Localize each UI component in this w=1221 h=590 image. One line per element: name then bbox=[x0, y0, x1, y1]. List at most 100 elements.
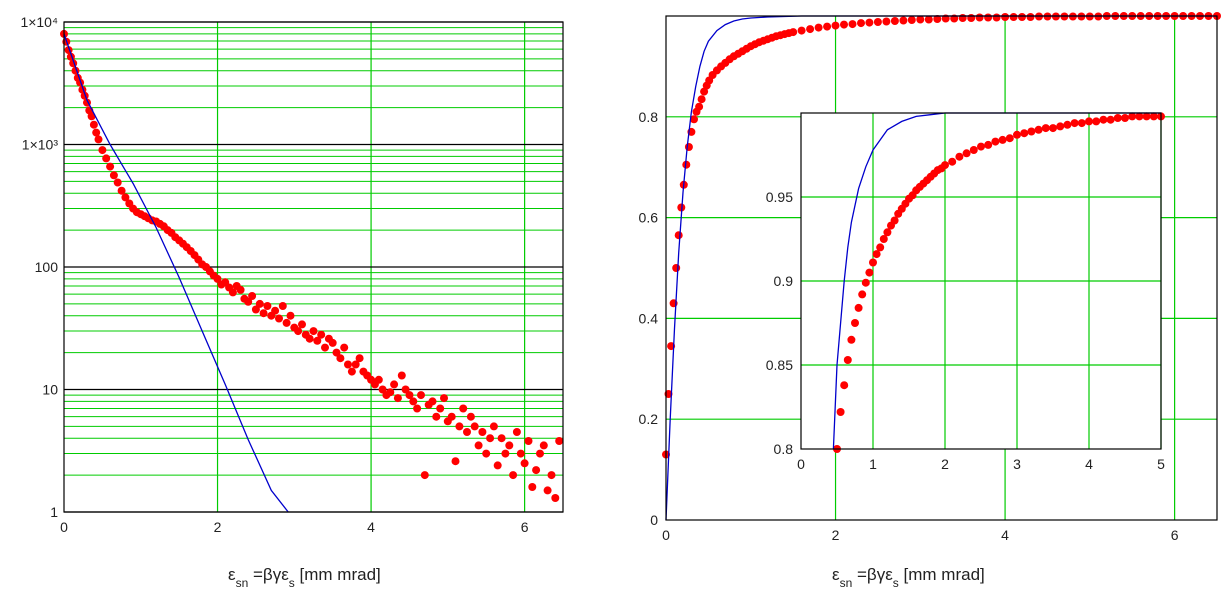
left-data-point bbox=[463, 428, 471, 436]
left-data-point bbox=[551, 494, 559, 502]
right-data-point bbox=[1001, 13, 1009, 21]
left-data-point bbox=[540, 441, 548, 449]
left-data-point bbox=[536, 450, 544, 458]
left-data-point bbox=[501, 450, 509, 458]
left-data-point bbox=[475, 441, 483, 449]
right-x-tick-label: 2 bbox=[832, 527, 840, 543]
right-data-point bbox=[993, 14, 1001, 22]
inset-data-point bbox=[837, 408, 845, 416]
left-data-point bbox=[356, 354, 364, 362]
left-data-point bbox=[279, 302, 287, 310]
inset-data-point bbox=[1071, 119, 1079, 127]
inset-data-point bbox=[1006, 134, 1014, 142]
right-data-point bbox=[916, 16, 924, 24]
inset-data-point bbox=[1013, 131, 1021, 139]
inset-x-tick-label: 2 bbox=[941, 456, 949, 472]
right-x-tick-label: 4 bbox=[1001, 527, 1009, 543]
left-y-tick-label: 10 bbox=[42, 382, 58, 398]
left-data-point bbox=[98, 146, 106, 154]
left-x-tick-label: 0 bbox=[60, 519, 68, 535]
inset-data-point bbox=[955, 153, 963, 161]
left-data-point bbox=[417, 391, 425, 399]
left-data-point bbox=[398, 372, 406, 380]
left-y-tick-label: 1×10³ bbox=[22, 137, 59, 153]
left-data-point bbox=[436, 405, 444, 413]
left-data-point bbox=[494, 461, 502, 469]
left-data-point bbox=[329, 339, 337, 347]
left-data-point bbox=[271, 307, 279, 315]
left-data-point bbox=[555, 437, 563, 445]
left-y-tick-label: 1 bbox=[50, 504, 58, 520]
left-data-point bbox=[110, 171, 118, 179]
left-data-point bbox=[467, 413, 475, 421]
left-data-point bbox=[348, 368, 356, 376]
right-data-point bbox=[698, 95, 706, 103]
inset-y-tick-label: 0.85 bbox=[766, 357, 793, 373]
inset-data-point bbox=[1121, 114, 1129, 122]
inset-plot: 0 1 2 3 4 5 0.8 0.85 0.9 0.95 bbox=[766, 112, 1165, 472]
right-y-tick-label: 0 bbox=[650, 512, 658, 528]
left-x-tick-label: 4 bbox=[367, 519, 375, 535]
right-x-axis-label: εsn =βγεs [mm mrad] bbox=[832, 565, 985, 590]
left-data-point bbox=[394, 394, 402, 402]
inset-data-point bbox=[991, 138, 999, 146]
right-x-tick-label: 6 bbox=[1171, 527, 1179, 543]
right-data-point bbox=[908, 16, 916, 24]
left-data-point bbox=[548, 471, 556, 479]
left-data-point bbox=[429, 397, 437, 405]
inset-x-tick-label: 3 bbox=[1013, 456, 1021, 472]
left-data-point bbox=[459, 405, 467, 413]
left-data-point bbox=[321, 344, 329, 352]
left-x-tick-label: 6 bbox=[521, 519, 529, 535]
inset-y-tick-label: 0.8 bbox=[774, 441, 794, 457]
right-data-point bbox=[984, 14, 992, 22]
right-data-point bbox=[1018, 13, 1026, 21]
inset-data-point bbox=[1078, 119, 1086, 127]
left-data-point bbox=[283, 319, 291, 327]
left-data-point bbox=[390, 380, 398, 388]
right-data-point bbox=[925, 16, 933, 24]
inset-data-point bbox=[1027, 128, 1035, 136]
right-data-point bbox=[857, 19, 865, 27]
left-data-point bbox=[413, 405, 421, 413]
left-data-point bbox=[490, 422, 498, 430]
left-data-point bbox=[525, 437, 533, 445]
inset-data-point bbox=[855, 304, 863, 312]
inset-data-point bbox=[1107, 116, 1115, 124]
left-data-point bbox=[340, 344, 348, 352]
right-data-point bbox=[967, 14, 975, 22]
left-data-point bbox=[521, 459, 529, 467]
left-data-point bbox=[114, 179, 122, 187]
inset-data-point bbox=[1063, 121, 1071, 129]
left-data-point bbox=[92, 129, 100, 137]
inset-x-tick-label: 0 bbox=[797, 456, 805, 472]
inset-data-point bbox=[840, 381, 848, 389]
inset-data-point bbox=[1042, 124, 1050, 132]
inset-data-point bbox=[876, 243, 884, 251]
right-y-tick-label: 0.4 bbox=[639, 310, 659, 326]
left-data-point bbox=[482, 450, 490, 458]
inset-data-point bbox=[970, 146, 978, 154]
left-data-point bbox=[263, 302, 271, 310]
left-x-tick-label: 2 bbox=[214, 519, 222, 535]
left-data-point bbox=[95, 135, 103, 143]
inset-data-point bbox=[865, 269, 873, 277]
left-data-point bbox=[532, 466, 540, 474]
left-data-point bbox=[106, 163, 114, 171]
right-data-point bbox=[695, 103, 703, 111]
left-log-plot: 0 2 4 61101001×10³1×10⁴ εsn =βγεs [mm mrad] bbox=[20, 14, 563, 590]
right-data-point bbox=[675, 231, 683, 239]
left-data-point bbox=[448, 413, 456, 421]
right-data-point bbox=[959, 14, 967, 22]
right-data-point bbox=[874, 18, 882, 26]
right-data-point bbox=[798, 27, 806, 35]
left-data-point bbox=[260, 309, 268, 317]
left-data-point bbox=[498, 434, 506, 442]
left-data-point bbox=[544, 486, 552, 494]
left-data-point bbox=[386, 388, 394, 396]
right-data-point bbox=[832, 22, 840, 30]
left-data-point bbox=[452, 457, 460, 465]
left-data-point bbox=[294, 327, 302, 335]
right-data-point bbox=[1027, 13, 1035, 21]
right-data-point bbox=[882, 18, 890, 26]
